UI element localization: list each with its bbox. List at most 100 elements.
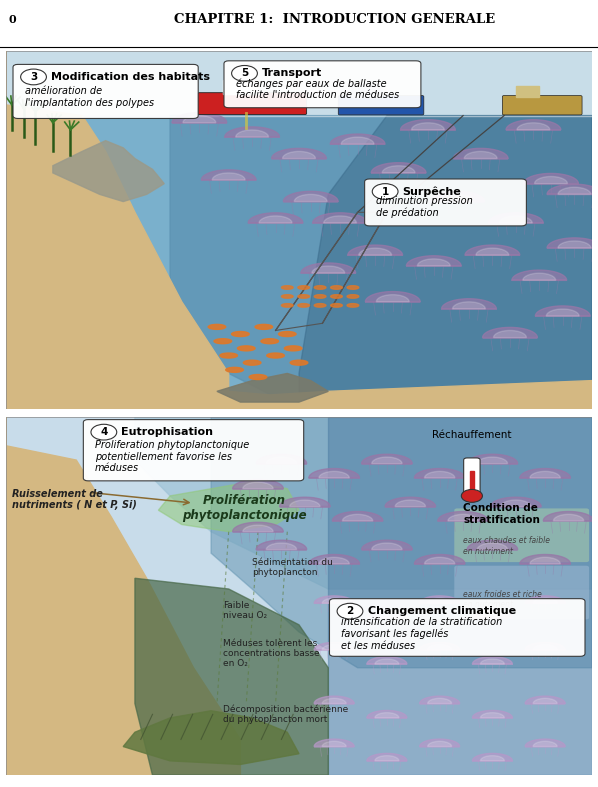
- Polygon shape: [428, 698, 451, 704]
- Polygon shape: [414, 468, 465, 478]
- Polygon shape: [375, 659, 399, 664]
- Polygon shape: [365, 292, 420, 301]
- Polygon shape: [6, 417, 240, 775]
- Text: 2: 2: [346, 606, 353, 616]
- Polygon shape: [282, 151, 316, 159]
- Polygon shape: [480, 612, 505, 618]
- Ellipse shape: [285, 345, 302, 351]
- Polygon shape: [211, 417, 592, 667]
- Ellipse shape: [314, 286, 326, 290]
- Text: Faible
niveau O₂: Faible niveau O₂: [223, 600, 267, 620]
- Polygon shape: [525, 696, 565, 704]
- Ellipse shape: [243, 360, 261, 365]
- Polygon shape: [322, 598, 346, 604]
- Ellipse shape: [261, 338, 279, 344]
- Polygon shape: [525, 596, 565, 604]
- Polygon shape: [467, 454, 518, 464]
- Polygon shape: [330, 134, 385, 144]
- Polygon shape: [53, 141, 164, 201]
- Polygon shape: [183, 116, 216, 123]
- Polygon shape: [501, 500, 531, 507]
- Polygon shape: [319, 471, 349, 478]
- Polygon shape: [417, 259, 450, 266]
- Polygon shape: [322, 741, 346, 747]
- Polygon shape: [441, 299, 496, 309]
- Polygon shape: [202, 170, 256, 180]
- Polygon shape: [371, 163, 426, 173]
- Polygon shape: [420, 696, 460, 704]
- Polygon shape: [464, 151, 497, 159]
- FancyBboxPatch shape: [83, 419, 304, 481]
- Ellipse shape: [314, 304, 326, 307]
- Polygon shape: [467, 540, 518, 549]
- Text: 1: 1: [382, 187, 389, 197]
- Ellipse shape: [214, 338, 231, 344]
- Polygon shape: [123, 711, 299, 764]
- FancyBboxPatch shape: [502, 95, 582, 115]
- FancyBboxPatch shape: [197, 93, 307, 115]
- Ellipse shape: [282, 294, 293, 298]
- Polygon shape: [322, 698, 346, 704]
- Polygon shape: [483, 327, 538, 338]
- Polygon shape: [367, 656, 407, 664]
- Polygon shape: [472, 753, 512, 761]
- FancyBboxPatch shape: [224, 61, 421, 108]
- Ellipse shape: [225, 368, 243, 372]
- Text: 4: 4: [100, 427, 108, 437]
- Circle shape: [372, 183, 398, 199]
- Polygon shape: [233, 523, 283, 532]
- Polygon shape: [414, 555, 465, 564]
- Polygon shape: [243, 525, 273, 532]
- Text: 5: 5: [241, 68, 248, 79]
- Polygon shape: [243, 482, 273, 489]
- Polygon shape: [266, 543, 297, 549]
- Polygon shape: [301, 263, 356, 273]
- Polygon shape: [324, 216, 356, 223]
- Ellipse shape: [255, 324, 273, 330]
- Text: 0: 0: [9, 14, 17, 25]
- Text: amélioration de
l'implantation des polypes: amélioration de l'implantation des polyp…: [25, 87, 154, 108]
- Polygon shape: [489, 212, 543, 223]
- Polygon shape: [420, 739, 460, 747]
- Polygon shape: [314, 596, 354, 604]
- Polygon shape: [425, 557, 455, 564]
- Polygon shape: [441, 194, 474, 201]
- Text: eaux chaudes et faible
en nutriment: eaux chaudes et faible en nutriment: [463, 536, 550, 556]
- Polygon shape: [506, 120, 561, 130]
- Polygon shape: [533, 598, 557, 604]
- FancyBboxPatch shape: [329, 599, 585, 656]
- Bar: [223, 80, 258, 94]
- Polygon shape: [520, 468, 570, 478]
- Polygon shape: [499, 216, 532, 223]
- Polygon shape: [248, 212, 303, 223]
- Polygon shape: [530, 471, 560, 478]
- Bar: [246, 64, 251, 71]
- Ellipse shape: [231, 331, 249, 337]
- Circle shape: [231, 65, 257, 81]
- Text: Condition de
stratification: Condition de stratification: [463, 503, 540, 525]
- Polygon shape: [271, 149, 327, 159]
- Polygon shape: [135, 578, 328, 775]
- Polygon shape: [312, 266, 345, 273]
- Polygon shape: [314, 696, 354, 704]
- Polygon shape: [524, 173, 578, 183]
- FancyBboxPatch shape: [454, 566, 589, 619]
- Polygon shape: [170, 116, 592, 409]
- Polygon shape: [359, 248, 392, 255]
- Polygon shape: [375, 713, 399, 718]
- Polygon shape: [411, 123, 444, 130]
- Text: eaux froides et riche
en nutriment: eaux froides et riche en nutriment: [463, 590, 542, 609]
- Polygon shape: [233, 479, 283, 489]
- Polygon shape: [490, 497, 541, 507]
- Ellipse shape: [298, 304, 310, 307]
- Polygon shape: [420, 642, 460, 650]
- Polygon shape: [217, 374, 328, 402]
- Circle shape: [461, 490, 483, 502]
- Text: Changement climatique: Changement climatique: [368, 606, 515, 616]
- Ellipse shape: [347, 294, 359, 298]
- Circle shape: [337, 604, 363, 619]
- Polygon shape: [453, 149, 508, 159]
- Ellipse shape: [267, 353, 285, 358]
- Polygon shape: [328, 417, 592, 775]
- Text: 3: 3: [30, 72, 37, 82]
